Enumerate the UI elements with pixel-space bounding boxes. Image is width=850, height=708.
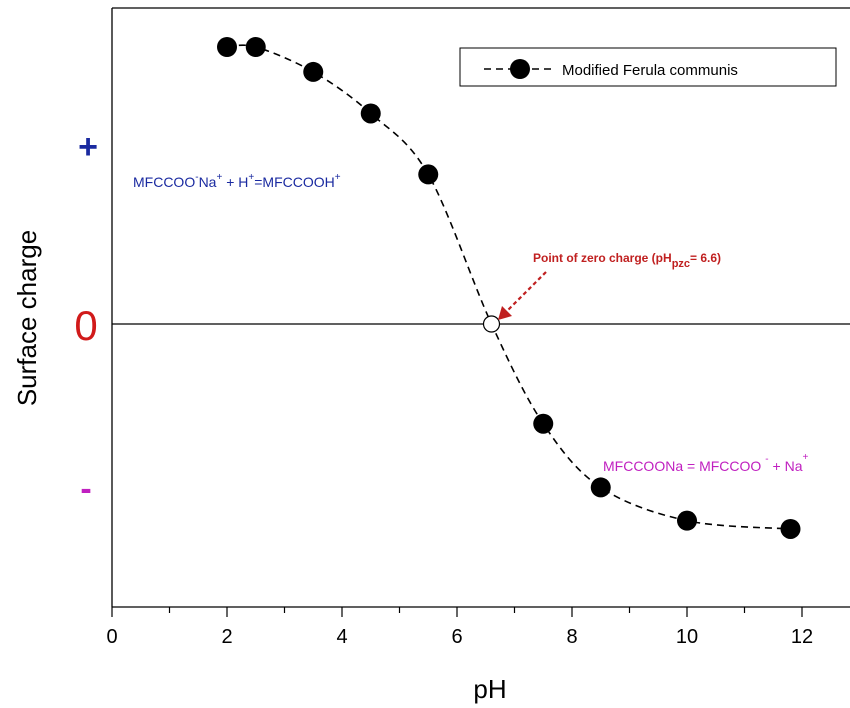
x-ticks [111, 607, 803, 617]
pzc-marker [482, 315, 501, 333]
zero-sign-label: 0 [74, 302, 97, 349]
x-axis-title: pH [473, 674, 506, 704]
negative-sign-label: - [80, 470, 91, 508]
negative-equation: MFCCOONa = MFCCOO - + Na+ [603, 452, 808, 474]
x-tick-label: 0 [106, 626, 117, 648]
series-line [226, 44, 791, 530]
series-points [217, 37, 801, 539]
pzc-annotation: Point of zero charge (pHpzc= 6.6) [533, 251, 721, 270]
positive-equation: MFCCOO-Na+ + H+=MFCCOOH+ [133, 172, 341, 190]
x-tick-label: 2 [221, 626, 232, 648]
data-point [360, 103, 381, 124]
data-point [418, 164, 439, 185]
data-point [217, 37, 237, 57]
legend-label: Modified Ferula communis [562, 62, 738, 79]
legend: Modified Ferula communis [459, 47, 837, 87]
legend-marker [510, 59, 530, 79]
data-point [245, 37, 266, 57]
x-tick-label: 10 [676, 626, 698, 648]
x-tick-label: 12 [791, 626, 813, 648]
data-point [533, 413, 554, 434]
data-point [590, 477, 611, 498]
pzc-arrow [504, 271, 547, 314]
data-point [780, 518, 801, 539]
positive-sign-label: + [78, 128, 98, 166]
pzc-arrowhead [498, 306, 512, 320]
x-tick-label: 6 [451, 626, 462, 648]
data-point [677, 510, 697, 531]
x-tick-labels: 0 2 4 6 8 10 12 [106, 626, 813, 648]
x-tick-label: 8 [566, 626, 577, 648]
data-point [303, 61, 324, 82]
x-tick-label: 4 [336, 626, 347, 648]
y-axis-title: Surface charge [12, 230, 42, 406]
